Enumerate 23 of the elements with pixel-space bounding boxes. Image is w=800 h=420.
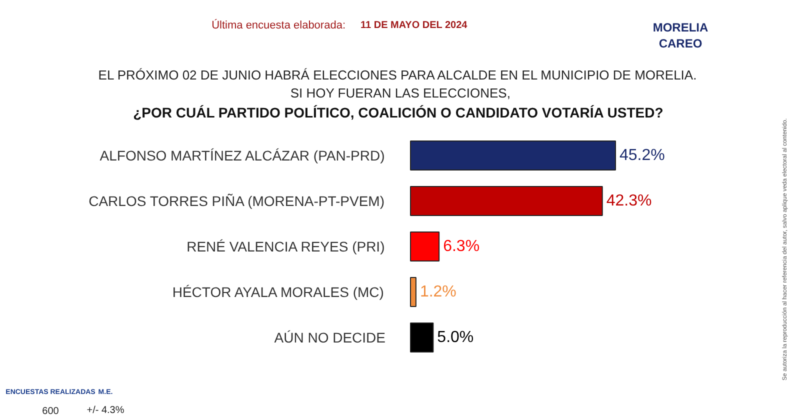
text: 600 <box>42 406 60 417</box>
y-tick-label: HÉCTOR AYALA MORALES (MC) <box>172 284 384 300</box>
chart-subtitle: EL PRÓXIMO 02 DE JUNIO HABRÁ ELECCIONES PARA ALCALDE EN EL MUNICIPIO DE MORELIA. SI HOY FUERAN LAS ELECCIONES, <box>98 68 697 100</box>
y-tick-label: ALFONSO MARTÍNEZ ALCÁZAR (PAN-PRD) <box>100 148 385 164</box>
chart-title: ¿POR CUÁL PARTIDO POLÍTICO, COALICIÓN O CANDIDATO VOTARÍA USTED? <box>133 104 664 120</box>
bar <box>410 232 440 262</box>
text: CAREO <box>658 36 702 50</box>
text: +/- 4.3% <box>86 405 124 416</box>
y-tick-label: CARLOS TORRES PIÑA (MORENA-PT-PVEM) <box>88 193 384 209</box>
bar <box>410 186 603 216</box>
y-tick-label: RENÉ VALENCIA REYES (PRI) <box>186 238 385 254</box>
data-label: 42.3% <box>606 192 652 210</box>
bar <box>410 277 416 307</box>
data-label: 6.3% <box>443 238 480 255</box>
bar <box>410 140 616 170</box>
text: 11 DE MAYO DEL 2024 <box>360 20 468 31</box>
bar <box>410 322 434 352</box>
text: MORELIA <box>652 20 708 34</box>
data-label: 5.0% <box>437 329 474 346</box>
y-tick-label: AÚN NO DECIDE <box>274 330 386 346</box>
text: Última encuesta elaborada: <box>212 18 346 32</box>
data-label: 45.2% <box>620 147 665 164</box>
data-label: 1.2% <box>420 284 456 300</box>
